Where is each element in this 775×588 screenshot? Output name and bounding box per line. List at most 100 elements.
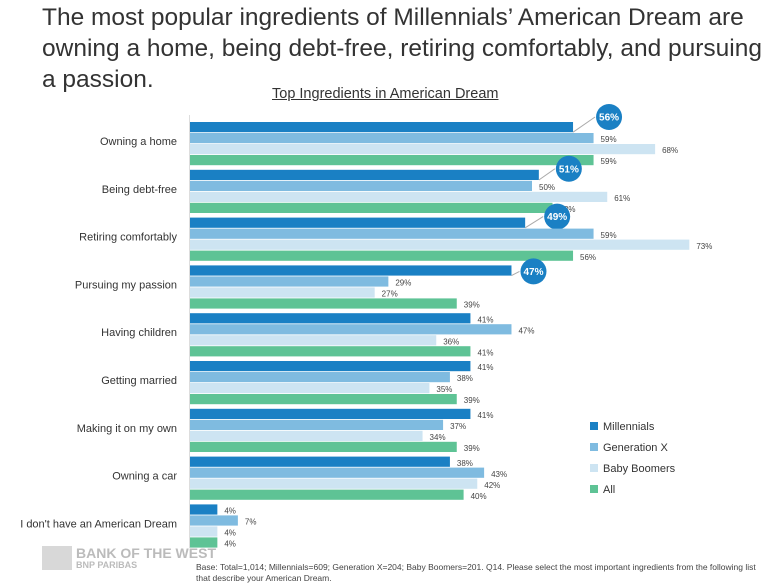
data-label: 50% xyxy=(539,183,555,192)
bar-baby-boomers xyxy=(190,191,608,202)
bar-millennials xyxy=(190,217,526,228)
legend-swatch xyxy=(590,422,598,430)
data-label: 73% xyxy=(696,242,712,251)
bar-all xyxy=(190,298,457,309)
data-label: 41% xyxy=(477,411,493,420)
data-label: 41% xyxy=(477,348,493,357)
callout-line xyxy=(538,168,556,181)
bar-millennials xyxy=(190,408,471,419)
legend-item: Generation X xyxy=(603,442,668,454)
data-label: 35% xyxy=(436,385,452,394)
footnote: Base: Total=1,014; Millennials=609; Gene… xyxy=(196,562,756,583)
data-label: 34% xyxy=(430,433,446,442)
bar-generation-x xyxy=(190,133,594,144)
bar-baby-boomers xyxy=(190,430,423,441)
logo-mark-icon xyxy=(42,546,72,570)
bar-all xyxy=(190,537,218,548)
data-label: 36% xyxy=(443,337,459,346)
bar-baby-boomers xyxy=(190,335,437,346)
data-label: 38% xyxy=(457,459,473,468)
data-label: 39% xyxy=(464,301,480,310)
data-label: 4% xyxy=(224,507,236,516)
bar-baby-boomers xyxy=(190,239,690,250)
data-label: 61% xyxy=(614,194,630,203)
category-label: Making it on my own xyxy=(77,423,177,435)
data-label: 29% xyxy=(395,279,411,288)
legend-item: Millennials xyxy=(603,421,655,433)
highlight-value-label: 51% xyxy=(559,164,579,175)
bar-generation-x xyxy=(190,515,238,526)
data-label: 59% xyxy=(601,157,617,166)
legend-swatch xyxy=(590,485,598,493)
bar-baby-boomers xyxy=(190,526,218,537)
bar-generation-x xyxy=(190,228,594,239)
bar-baby-boomers xyxy=(190,287,375,298)
data-label: 4% xyxy=(224,540,236,549)
data-label: 7% xyxy=(245,518,257,527)
bar-millennials xyxy=(190,361,471,372)
bar-generation-x xyxy=(190,419,444,430)
bar-millennials xyxy=(190,504,218,515)
data-label: 37% xyxy=(450,422,466,431)
chart-title: Top Ingredients in American Dream xyxy=(272,86,499,102)
bank-of-the-west-logo: BANK OF THE WEST BNP PARIBAS xyxy=(42,546,216,570)
highlight-value-label: 56% xyxy=(599,113,619,124)
data-label: 39% xyxy=(464,396,480,405)
bar-generation-x xyxy=(190,180,532,191)
category-label: I don't have an American Dream xyxy=(20,518,177,530)
bar-generation-x xyxy=(190,467,485,478)
highlight-bubble xyxy=(596,104,623,130)
data-label: 56% xyxy=(580,253,596,262)
logo-line2: BNP PARIBAS xyxy=(76,560,138,570)
data-label: 41% xyxy=(477,315,493,324)
category-label: Pursuing my passion xyxy=(75,279,177,291)
callout-line xyxy=(511,270,520,277)
data-label: 38% xyxy=(457,374,473,383)
legend-swatch xyxy=(590,464,598,472)
data-label: 68% xyxy=(662,146,678,155)
bar-baby-boomers xyxy=(190,144,656,155)
category-label: Owning a car xyxy=(112,471,177,483)
bar-generation-x xyxy=(190,372,450,383)
highlight-bubble xyxy=(544,203,571,230)
bar-millennials xyxy=(190,122,574,133)
callout-line xyxy=(572,116,596,133)
bar-millennials xyxy=(190,169,539,180)
bar-millennials xyxy=(190,313,471,324)
category-label: Having children xyxy=(101,327,177,339)
highlight-value-label: 49% xyxy=(547,212,567,223)
bar-generation-x xyxy=(190,276,389,287)
category-label: Owning a home xyxy=(100,136,177,148)
highlight-bubble xyxy=(520,258,547,285)
bar-millennials xyxy=(190,265,512,276)
category-label: Being debt-free xyxy=(102,184,177,196)
bar-all xyxy=(190,489,464,500)
data-label: 47% xyxy=(518,326,534,335)
data-label: 4% xyxy=(224,529,236,538)
data-label: 43% xyxy=(491,470,507,479)
headline: The most popular ingredients of Millenni… xyxy=(42,4,762,93)
bar-millennials xyxy=(190,456,450,467)
data-label: 27% xyxy=(382,290,398,299)
callout-line xyxy=(524,216,544,229)
bar-baby-boomers xyxy=(190,383,430,394)
highlight-value-label: 47% xyxy=(523,267,543,278)
legend-item: All xyxy=(603,484,615,496)
bar-generation-x xyxy=(190,324,512,335)
data-label: 42% xyxy=(484,481,500,490)
category-label: Retiring comfortably xyxy=(79,232,177,244)
data-label: 41% xyxy=(477,363,493,372)
bar-baby-boomers xyxy=(190,478,478,489)
data-label: 59% xyxy=(601,135,617,144)
bar-all xyxy=(190,202,553,213)
bar-all xyxy=(190,155,594,166)
logo-line1: BANK OF THE WEST xyxy=(76,545,216,561)
category-label: Getting married xyxy=(101,375,177,387)
highlight-bubble xyxy=(555,155,582,182)
bar-all xyxy=(190,250,574,261)
data-label: 40% xyxy=(471,492,487,501)
bar-all xyxy=(190,441,457,452)
legend-item: Baby Boomers xyxy=(603,463,676,475)
